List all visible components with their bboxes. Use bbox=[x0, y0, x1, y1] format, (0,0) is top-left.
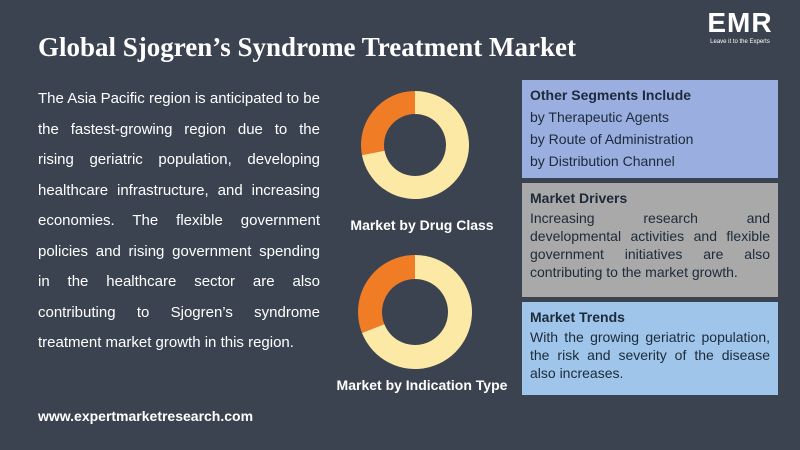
panel: Market Drivers Increasing research and d… bbox=[522, 183, 778, 297]
title: Global Sjogren’s Syndrome Treatment Mark… bbox=[38, 32, 576, 62]
donut-segment bbox=[358, 255, 415, 333]
panel: Other Segments Include by Therapeutic Ag… bbox=[522, 80, 778, 178]
description: The Asia Pacific region is anticipated t… bbox=[38, 90, 320, 351]
logo-text: EMR bbox=[707, 7, 773, 38]
panel-item: by Route of Administration bbox=[530, 131, 694, 147]
panel-item: by Therapeutic Agents bbox=[530, 109, 670, 125]
panel-text: Increasing research and developmental ac… bbox=[530, 210, 770, 280]
panel-item: by Distribution Channel bbox=[530, 153, 675, 169]
logo-tagline: Leave it to the Experts bbox=[710, 39, 770, 45]
website: www.expertmarketresearch.com bbox=[38, 408, 254, 424]
donut-segment bbox=[361, 91, 470, 199]
logo: EMR Leave it to the Experts bbox=[690, 8, 790, 46]
panel-text: With the growing geriatric population, t… bbox=[530, 329, 770, 381]
panel-title: Market Trends bbox=[530, 309, 625, 325]
panel: Market Trends With the growing geriatric… bbox=[522, 302, 778, 395]
chart-title: Market by Drug Class bbox=[350, 217, 493, 233]
donut-segment bbox=[362, 255, 473, 369]
panel-title: Market Drivers bbox=[530, 190, 628, 206]
panel-title: Other Segments Include bbox=[530, 87, 692, 103]
chart-title: Market by Indication Type bbox=[337, 377, 508, 393]
donut-segment bbox=[360, 91, 415, 156]
